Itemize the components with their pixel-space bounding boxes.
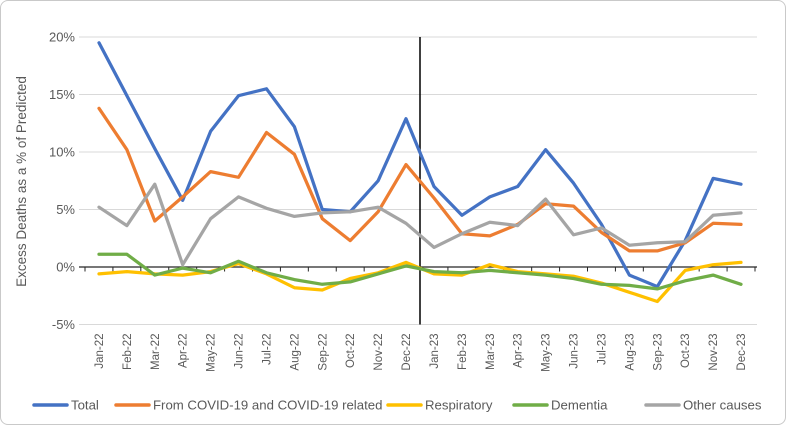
- x-tick-label: Oct-22: [345, 334, 357, 369]
- x-tick-label: Feb-22: [122, 334, 134, 370]
- x-tick-label: Jun-23: [569, 334, 581, 369]
- x-tick-label: May-22: [206, 334, 218, 372]
- y-tick-label: -5%: [52, 317, 76, 332]
- x-tick-label: Nov-22: [373, 334, 385, 371]
- y-tick-label: 20%: [49, 30, 75, 45]
- series-line-dementia: [97, 252, 743, 291]
- x-tick-label: May-23: [541, 334, 553, 372]
- x-tick-label: Aug-23: [624, 334, 636, 371]
- x-tick-label: Mar-22: [150, 334, 162, 370]
- legend-label-dementia: Dementia: [551, 398, 608, 413]
- series-line-other-causes: [97, 182, 743, 267]
- x-tick-label: Dec-23: [736, 334, 748, 371]
- y-tick-label: 5%: [56, 202, 75, 217]
- legend-label-from-covid-19-and-covid-19-related: From COVID-19 and COVID-19 related: [153, 398, 382, 413]
- x-tick-label: Apr-22: [178, 334, 190, 369]
- x-tick-label: Jul-23: [596, 334, 608, 365]
- x-tick-label: Oct-23: [680, 334, 692, 369]
- series-line-from-covid-19-and-covid-19-related: [97, 106, 743, 253]
- x-tick-label: Feb-23: [457, 334, 469, 370]
- y-tick-label: 15%: [49, 87, 75, 102]
- x-tick-label: Jul-22: [261, 334, 273, 365]
- x-tick-label: Mar-23: [485, 333, 497, 369]
- series-line-total: [97, 41, 743, 289]
- legend-label-total: Total: [71, 398, 99, 413]
- x-tick-label: Dec-22: [401, 334, 413, 371]
- x-tick-label: Sep-23: [652, 334, 664, 371]
- x-tick-label: Sep-22: [317, 334, 329, 371]
- y-tick-label: 10%: [49, 145, 75, 160]
- legend-label-respiratory: Respiratory: [425, 398, 493, 413]
- x-tick-label: Jan-23: [429, 334, 441, 369]
- y-tick-label: 0%: [56, 260, 75, 275]
- x-tick-label: Jan-22: [94, 334, 106, 369]
- x-tick-label: Nov-23: [708, 334, 720, 371]
- x-tick-label: Apr-23: [513, 334, 525, 369]
- legend-label-other-causes: Other causes: [683, 398, 762, 413]
- x-tick-label: Jun-22: [234, 334, 246, 369]
- x-tick-label: Aug-22: [289, 334, 301, 371]
